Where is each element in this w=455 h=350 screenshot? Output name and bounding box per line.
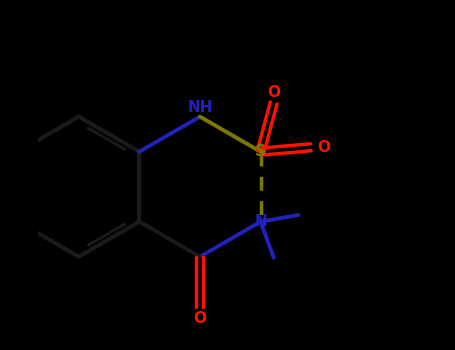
Text: O: O <box>317 140 330 155</box>
Text: S: S <box>255 144 266 159</box>
Text: N: N <box>254 214 267 229</box>
Text: O: O <box>267 85 280 100</box>
Text: O: O <box>193 311 207 326</box>
Text: NH: NH <box>187 100 213 116</box>
